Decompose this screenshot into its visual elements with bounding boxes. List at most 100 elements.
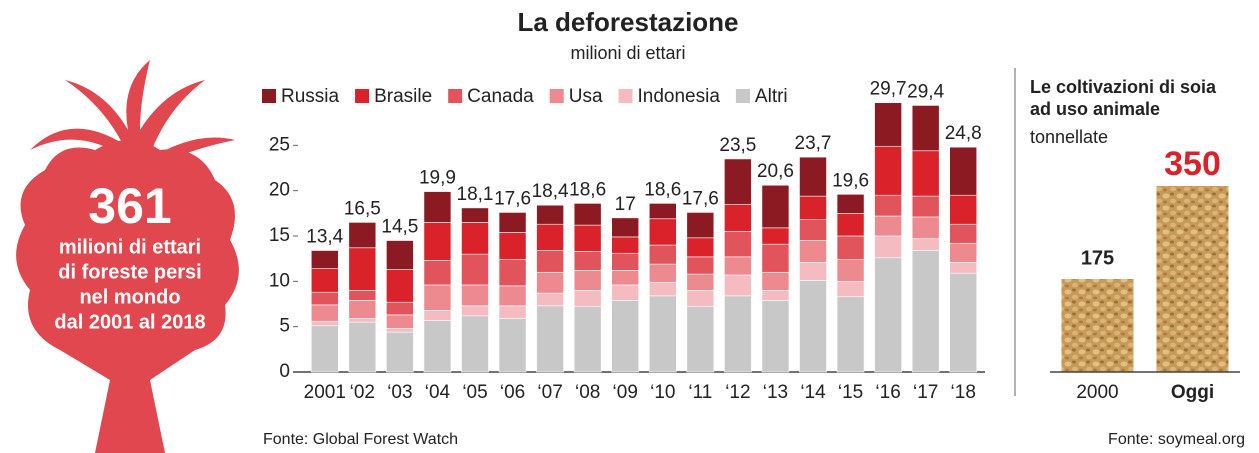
bar-segment [724,295,752,373]
bar-segment [348,222,377,249]
y-tick-label: 25 [269,134,290,155]
x-tick-label: ‘07 [537,382,562,403]
x-tick-label: ‘09 [613,382,638,403]
bar-segment [348,247,377,291]
bar-segment [724,203,752,232]
bar-segment [310,268,339,293]
bar-segment [949,242,978,263]
bar-segment [799,195,827,220]
bar-segment [911,216,940,240]
total-label: 16,5 [344,198,381,219]
bar-segment [423,284,452,311]
callout-number: 361 [88,178,171,234]
total-label: 17,6 [682,188,719,209]
bar-segment [611,252,640,271]
total-label: 29,7 [870,79,907,100]
bar-segment [536,271,564,294]
x-tick-label: Oggi [1171,382,1214,403]
legend-label: Indonesia [638,86,721,107]
bar-segment [761,184,790,229]
bar-segment [874,145,902,196]
bar-segment [799,219,827,241]
bar-segment [611,217,640,238]
bar-segment [310,250,339,269]
x-tick-label: ‘18 [951,382,976,403]
bar-segment [461,207,489,223]
x-tick-label: ‘05 [462,382,487,403]
bar-segment [686,290,715,308]
bar-segment [911,195,940,218]
bar-segment [761,300,790,373]
bar-segment [498,305,527,319]
bar-segment [386,328,414,333]
bar-segment [949,146,978,196]
bar-segment [836,281,865,298]
bar-segment [348,321,377,373]
total-label: 23,5 [719,135,756,156]
x-tick-label: ‘16 [875,382,900,403]
bar-segment [498,259,527,287]
x-tick-label: ‘13 [763,382,788,403]
bar-segment [761,290,790,301]
legend-swatch [448,89,463,103]
legend-label: Usa [569,86,603,107]
bar-segment [761,227,790,245]
bar-segment [536,223,564,251]
bar-segment [949,261,978,274]
total-label: 18,4 [532,181,569,202]
bar-segment [310,325,339,373]
bar-segment [648,281,677,297]
bar-segment [461,315,489,373]
bar-segment [498,285,527,307]
bar-segment [386,314,414,329]
bar-segment [799,261,827,281]
bar-segment [836,193,865,214]
bar-segment [310,291,339,306]
bar-segment [573,251,602,271]
total-label: 17 [615,194,636,215]
bar-segment [348,318,377,323]
bar-segment [911,150,940,197]
bar-segment [386,301,414,316]
value-label: 350 [1164,145,1221,183]
bar-segment [724,274,752,297]
bar-segment [423,222,452,261]
x-tick-label: ‘17 [913,382,938,403]
bar-segment [461,253,489,286]
bar-segment [611,270,640,286]
bar-segment [573,270,602,291]
bar-segment [799,156,827,197]
bar [1061,279,1134,372]
legend-label: Altri [755,86,788,107]
bar-segment [611,300,640,373]
legend-swatch [735,89,750,103]
y-tick-label: 5 [279,316,290,337]
legend-label: Brasile [374,86,432,107]
x-tick-label: 2000 [1076,382,1118,403]
total-label: 19,6 [832,170,869,191]
bar-segment [836,259,865,282]
total-label: 18,1 [457,184,494,205]
x-tick-label: ‘10 [650,382,675,403]
bar-segment [949,223,978,244]
bar-segment [836,296,865,373]
source: Fonte: Global Forest Watch [263,431,458,448]
bar [1156,186,1229,372]
bar-segment [874,102,902,147]
callout-text: di foreste persi [58,261,201,283]
x-tick-label: 2001 [304,382,346,403]
legend-swatch [618,89,633,103]
x-tick-label: ‘12 [725,382,750,403]
bar-segment [686,256,715,275]
bar-segment [874,194,902,217]
bar-segment [761,271,790,291]
legend-label: Russia [281,86,340,107]
y-tick-label: 15 [269,225,290,246]
bar-segment [724,158,752,205]
bar-segment [386,269,414,303]
bar-segment [461,222,489,255]
bar-segment [348,290,377,301]
x-tick-label: ‘06 [500,382,525,403]
callout-text: nel mondo [79,286,180,308]
